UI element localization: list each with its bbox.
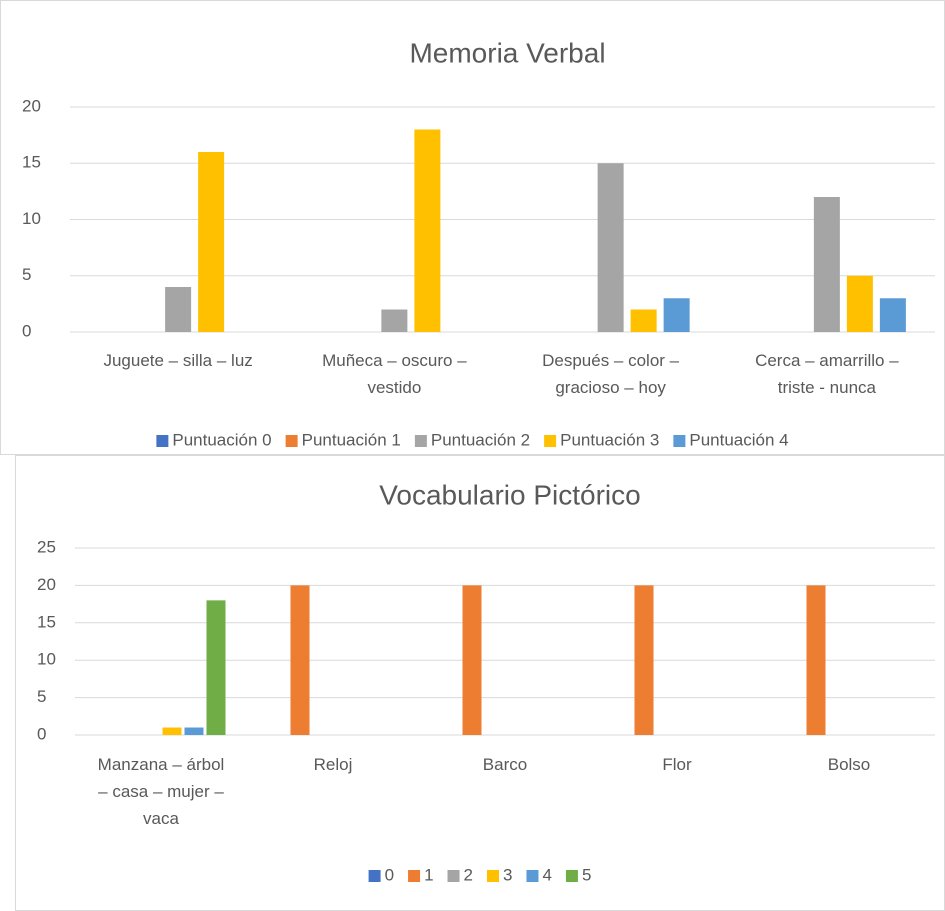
chart-title: Vocabulario Pictórico (379, 479, 640, 510)
bar (198, 152, 225, 332)
bar (381, 309, 408, 332)
y-tick-label: 10 (37, 650, 56, 669)
x-tick-label: Barco (483, 755, 527, 774)
bar (184, 727, 204, 735)
legend-label: 2 (464, 865, 473, 884)
bar (663, 298, 690, 332)
legend-swatch (368, 870, 381, 882)
chart: Memoria Verbal 0 5 10 15 20 Juguete – silla – … (0, 0, 945, 455)
bar (806, 585, 826, 735)
bar (634, 585, 654, 735)
bar (414, 129, 441, 332)
y-tick-label: 20 (22, 96, 41, 115)
legend-swatch (156, 435, 169, 447)
bar (165, 287, 192, 332)
legend-label: 0 (385, 865, 394, 884)
bar (813, 197, 840, 332)
legend-label: 3 (503, 865, 512, 884)
legend-swatch (285, 435, 298, 447)
bar (462, 585, 482, 735)
bar (206, 600, 226, 735)
x-tick-label: Reloj (314, 755, 353, 774)
y-tick-label: 15 (22, 153, 41, 172)
y-tick-label: 0 (37, 724, 46, 743)
y-tick-label: 25 (37, 537, 56, 556)
y-tick-label: 5 (37, 687, 46, 706)
bar (846, 275, 873, 332)
legend-swatch (408, 870, 421, 882)
legend-label: 4 (542, 865, 551, 884)
legend-label: Puntuación 2 (431, 430, 530, 449)
legend-swatch (414, 435, 427, 447)
legend-swatch (544, 435, 557, 447)
legend-swatch (487, 870, 499, 882)
legend-swatch (447, 870, 460, 882)
x-tick-label: Bolso (828, 755, 871, 774)
legend-label: Puntuación 1 (302, 430, 401, 449)
legend: Puntuación 0 Puntuación 1 Puntuación 2 Punt… (156, 430, 789, 449)
legend-label: 1 (424, 865, 433, 884)
x-tick-label: Juguete – silla – luz (103, 351, 252, 370)
legend-label: 5 (582, 865, 591, 884)
bar (630, 309, 657, 332)
y-tick-label: 0 (22, 321, 31, 340)
legend-swatch (673, 435, 686, 447)
legend-label: Puntuación 3 (560, 430, 659, 449)
legend-swatch (526, 870, 539, 882)
y-tick-label: 10 (22, 209, 41, 228)
bar (162, 727, 182, 735)
bar (290, 585, 310, 735)
x-tick-label: Muñeca – oscuro – vestido (322, 351, 467, 397)
legend-swatch (565, 870, 578, 882)
bar (597, 163, 624, 332)
x-tick-label: Después – color – gracioso – hoy (542, 351, 680, 397)
x-tick-label: Cerca – amarrillo – triste - nunca (755, 351, 899, 397)
x-tick-label: Manzana – árbol – casa – mujer – vaca (98, 755, 225, 828)
legend: 0 1 2 3 4 5 (368, 865, 591, 884)
chart-area (0, 0, 945, 455)
bar (879, 298, 906, 332)
legend-label: Puntuación 0 (172, 430, 271, 449)
x-tick-label: Flor (662, 755, 692, 774)
y-tick-label: 15 (37, 612, 56, 631)
chart-title: Memoria Verbal (409, 37, 605, 68)
legend-label: Puntuación 4 (689, 430, 788, 449)
y-tick-label: 20 (37, 575, 56, 594)
y-tick-label: 5 (22, 265, 31, 284)
